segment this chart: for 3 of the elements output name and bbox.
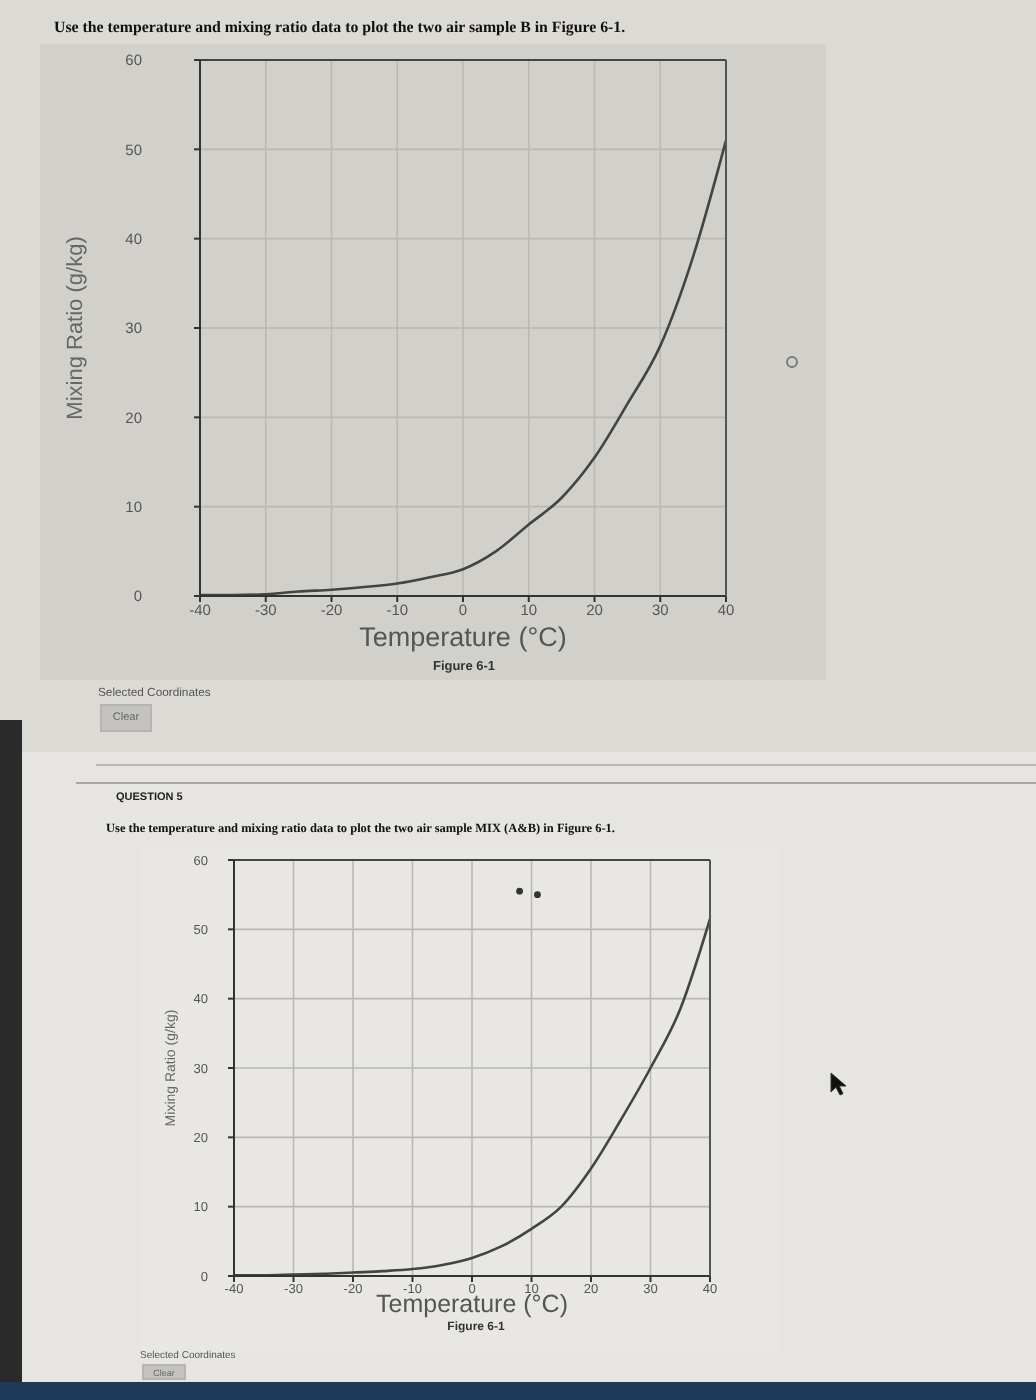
x-axis-title: Temperature (°C) <box>376 1290 568 1318</box>
x-axis-title: Temperature (°C) <box>359 622 567 652</box>
y-axis-title: Mixing Ratio (g/kg) <box>63 236 88 420</box>
